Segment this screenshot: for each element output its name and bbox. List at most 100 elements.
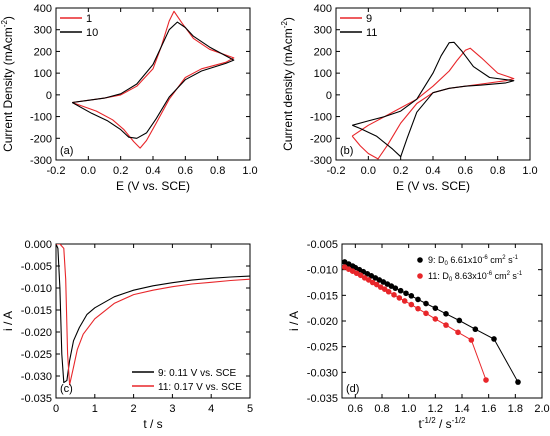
plot-frame bbox=[341, 243, 543, 399]
x-axis-label-sup1: -1/2 bbox=[422, 416, 436, 425]
x-tick-label: 4 bbox=[208, 403, 214, 415]
legend-tail: 6.61x10 bbox=[448, 255, 483, 265]
x-tick-label: 1.0 bbox=[401, 403, 416, 415]
y-axis-label: Current Density (mAcm-2) bbox=[0, 16, 15, 152]
x-tick-label: 1.2 bbox=[428, 403, 443, 415]
y-tick-label: -0.025 bbox=[21, 349, 52, 361]
legend-end2: s bbox=[506, 255, 514, 265]
y-tick-label: 100 bbox=[314, 68, 332, 80]
legend-marker bbox=[417, 273, 423, 279]
data-point bbox=[408, 301, 415, 308]
y-axis-label: i / A bbox=[287, 311, 301, 331]
y-tick-label: 400 bbox=[314, 3, 332, 15]
data-point bbox=[408, 293, 415, 299]
x-axis-label: E (V vs. SCE) bbox=[116, 179, 190, 193]
x-tick-label: 2.0 bbox=[534, 403, 549, 415]
x-tick-label: 1 bbox=[92, 403, 98, 415]
legend-marker bbox=[417, 257, 423, 263]
y-tick-label: -0.005 bbox=[21, 261, 52, 273]
y-tick-label: -300 bbox=[310, 155, 332, 167]
x-tick-label: 0.4 bbox=[425, 165, 440, 177]
legend-label: 11: D0 8.63x10-6 cm2 s-1 bbox=[428, 271, 523, 283]
legend-sub: 0 bbox=[449, 277, 453, 283]
data-point bbox=[385, 288, 392, 295]
legend-label: 1 bbox=[86, 13, 92, 25]
series-group bbox=[71, 10, 235, 149]
y-axis-label-main: i / A bbox=[287, 311, 301, 331]
data-point bbox=[456, 317, 463, 324]
legend-sup3: -1 bbox=[513, 255, 519, 261]
x-tick-label: 0.6 bbox=[458, 165, 473, 177]
plot-frame bbox=[55, 243, 251, 399]
x-tick-label: -0.2 bbox=[47, 165, 66, 177]
legend-sub: 0 bbox=[445, 261, 449, 267]
x-tick-label: 5 bbox=[247, 403, 253, 415]
data-point bbox=[373, 281, 380, 288]
y-tick-label: -0.015 bbox=[307, 290, 338, 302]
x-tick-label: 1.0 bbox=[522, 165, 537, 177]
panel-d: 0.6 0.8 1.0 1.2 1.4 1.6 1.8 2.0 -0.005 -0.010 -0.0… bbox=[287, 239, 550, 431]
data-point bbox=[365, 277, 372, 283]
y-tick-label: -0.035 bbox=[307, 393, 338, 405]
y-axis-label-main: Current density (mAcm bbox=[281, 28, 295, 151]
y-tick-label: -0.020 bbox=[21, 327, 52, 339]
legend-end2: s bbox=[510, 271, 518, 281]
data-point bbox=[443, 311, 449, 317]
legend-label: 9 bbox=[366, 13, 372, 25]
panel-c: 0 1 2 3 4 5 0.000 -0.005 -0.010 -0.015 -0.020 -0.02… bbox=[1, 239, 253, 431]
legend-name: 9: D bbox=[428, 255, 445, 265]
x-tick-label: 1.8 bbox=[508, 403, 523, 415]
series-line-0 bbox=[351, 47, 515, 160]
x-tick-label: 0.0 bbox=[81, 165, 96, 177]
x-tick-label: 0.6 bbox=[348, 403, 363, 415]
series-group bbox=[342, 259, 521, 385]
x-tick-label: -0.2 bbox=[327, 165, 346, 177]
x-tick-label: 0.4 bbox=[145, 165, 160, 177]
data-point bbox=[443, 322, 449, 328]
y-tick-label: 0 bbox=[46, 90, 52, 102]
y-tick-label: -200 bbox=[30, 133, 52, 145]
x-tick-label: 0 bbox=[53, 403, 59, 415]
x-tick-label: 0.8 bbox=[374, 403, 389, 415]
panel-label: (a) bbox=[60, 145, 73, 157]
series-line-1 bbox=[56, 244, 250, 386]
x-axis-label-t: t bbox=[419, 417, 423, 431]
x-tick-label: 1.0 bbox=[242, 165, 257, 177]
data-point bbox=[515, 379, 521, 385]
y-axis-label: Current density (mAcm-2) bbox=[280, 17, 295, 151]
x-axis-label-sup2: -1/2 bbox=[452, 416, 466, 425]
y-tick-label: -100 bbox=[30, 112, 52, 124]
x-axis-label: t / s bbox=[143, 417, 162, 431]
y-axis-label-main: i / A bbox=[1, 311, 15, 331]
x-tick-label: 0.8 bbox=[490, 165, 505, 177]
y-tick-label: -0.020 bbox=[307, 316, 338, 328]
x-tick-label: 0.8 bbox=[210, 165, 225, 177]
series-group bbox=[56, 244, 250, 386]
data-point bbox=[468, 337, 475, 343]
data-point bbox=[455, 329, 461, 336]
x-tick-label: 2 bbox=[131, 403, 137, 415]
y-tick-label: -100 bbox=[310, 112, 332, 124]
y-axis-label-sup: -2 bbox=[0, 20, 9, 28]
legend-label: 11: 0.17 V vs. SCE bbox=[158, 382, 242, 393]
data-point bbox=[415, 296, 421, 303]
y-tick-label: -200 bbox=[310, 133, 332, 145]
y-tick-label: 300 bbox=[314, 25, 332, 37]
series-line-1 bbox=[71, 21, 235, 139]
y-tick-label: -0.010 bbox=[307, 265, 338, 277]
legend-sup3: -1 bbox=[517, 271, 523, 277]
y-tick-label: 100 bbox=[34, 68, 52, 80]
legend-label: 10 bbox=[86, 27, 98, 39]
y-axis-label-tail: ) bbox=[281, 17, 295, 21]
data-point bbox=[397, 287, 404, 294]
y-axis-label-tail: ) bbox=[1, 16, 15, 20]
y-tick-label: 0 bbox=[326, 90, 332, 102]
x-tick-label: 0.2 bbox=[393, 165, 408, 177]
legend-sup: -6 bbox=[487, 271, 493, 277]
panel-b: -0.2 0.0 0.2 0.4 0.6 0.8 1.0 -300 -200 -100 0 100 20… bbox=[280, 3, 538, 193]
y-tick-label: 300 bbox=[34, 25, 52, 37]
x-tick-label: 0.2 bbox=[113, 165, 128, 177]
legend-sup2: 2 bbox=[507, 271, 511, 277]
y-tick-label: -0.025 bbox=[307, 342, 338, 354]
series-group bbox=[351, 41, 515, 160]
